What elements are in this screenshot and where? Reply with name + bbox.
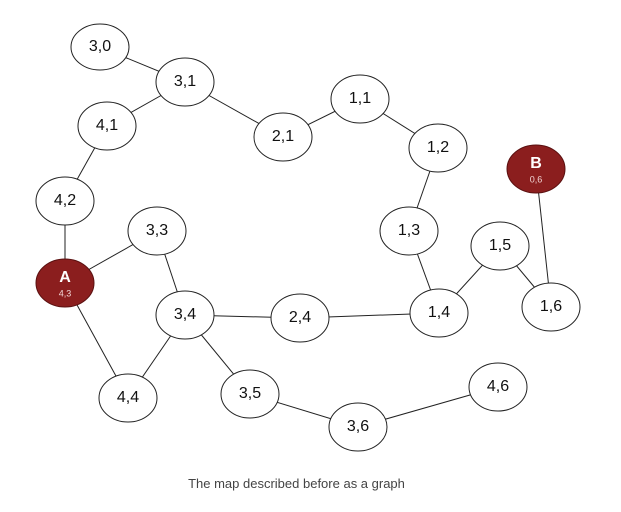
node-1-1: 1,1	[330, 74, 390, 124]
node-circle-3-5	[220, 369, 280, 419]
node-circle-4-4	[98, 373, 158, 423]
node-1-4: 1,4	[409, 288, 469, 338]
node-3-6: 3,6	[328, 402, 388, 452]
node-sublabel-B: 0,6	[530, 174, 543, 184]
node-1-2: 1,2	[408, 123, 468, 173]
node-circle-A	[35, 258, 95, 308]
node-3-0: 3,0	[70, 23, 130, 71]
node-sublabel-A: 4,3	[59, 288, 72, 298]
node-3-3: 3,3	[127, 206, 187, 256]
node-label-A: A	[59, 269, 71, 286]
node-circle-3-1	[155, 57, 215, 107]
node-B: B 0,6	[506, 144, 566, 194]
node-label-2-4: 2,4	[289, 309, 311, 326]
node-label-3-6: 3,6	[347, 418, 369, 435]
node-4-6: 4,6	[468, 362, 528, 412]
figure-caption: The map described before as a graph	[188, 476, 405, 491]
node-label-3-5: 3,5	[239, 385, 261, 402]
node-label-1-4: 1,4	[428, 304, 450, 321]
node-circle-3-3	[127, 206, 187, 256]
node-circle-3-6	[328, 402, 388, 452]
node-label-1-2: 1,2	[427, 139, 449, 156]
node-label-2-1: 2,1	[272, 128, 294, 145]
node-circle-2-4	[270, 293, 330, 343]
node-4-2: 4,2	[35, 176, 95, 226]
node-3-5: 3,5	[220, 369, 280, 419]
node-circle-3-0	[70, 23, 130, 71]
node-circle-1-1	[330, 74, 390, 124]
node-1-6: 1,6	[521, 282, 581, 332]
node-3-1: 3,1	[155, 57, 215, 107]
node-4-4: 4,4	[98, 373, 158, 423]
node-label-1-6: 1,6	[540, 298, 562, 315]
node-circle-B	[506, 144, 566, 194]
node-circle-2-1	[253, 112, 313, 162]
node-label-4-1: 4,1	[96, 117, 118, 134]
node-label-4-6: 4,6	[487, 378, 509, 395]
nodes-layer: 3,0 3,1 4,1 2,1 1,1 1,2 B 0,6 4,2 3,3 1,3 1,5 A 4,3 3,…	[35, 23, 581, 452]
node-label-1-5: 1,5	[489, 237, 511, 254]
node-circle-1-2	[408, 123, 468, 173]
node-circle-4-6	[468, 362, 528, 412]
node-label-3-3: 3,3	[146, 222, 168, 239]
node-2-4: 2,4	[270, 293, 330, 343]
node-2-1: 2,1	[253, 112, 313, 162]
node-label-1-3: 1,3	[398, 222, 420, 239]
node-label-3-4: 3,4	[174, 306, 196, 323]
node-circle-4-2	[35, 176, 95, 226]
node-1-3: 1,3	[379, 206, 439, 256]
node-label-4-4: 4,4	[117, 389, 139, 406]
node-circle-4-1	[77, 101, 137, 151]
node-1-5: 1,5	[470, 221, 530, 271]
node-circle-1-3	[379, 206, 439, 256]
node-3-4: 3,4	[155, 290, 215, 340]
node-circle-1-5	[470, 221, 530, 271]
node-label-4-2: 4,2	[54, 192, 76, 209]
node-label-B: B	[530, 155, 542, 172]
node-label-3-1: 3,1	[174, 73, 196, 90]
node-circle-1-6	[521, 282, 581, 332]
graph-diagram: 3,0 3,1 4,1 2,1 1,1 1,2 B 0,6 4,2 3,3 1,3 1,5 A 4,3 3,…	[35, 23, 581, 452]
node-label-3-0: 3,0	[89, 38, 111, 55]
node-4-1: 4,1	[77, 101, 137, 151]
node-circle-1-4	[409, 288, 469, 338]
node-label-1-1: 1,1	[349, 90, 371, 107]
node-circle-3-4	[155, 290, 215, 340]
node-A: A 4,3	[35, 258, 95, 308]
